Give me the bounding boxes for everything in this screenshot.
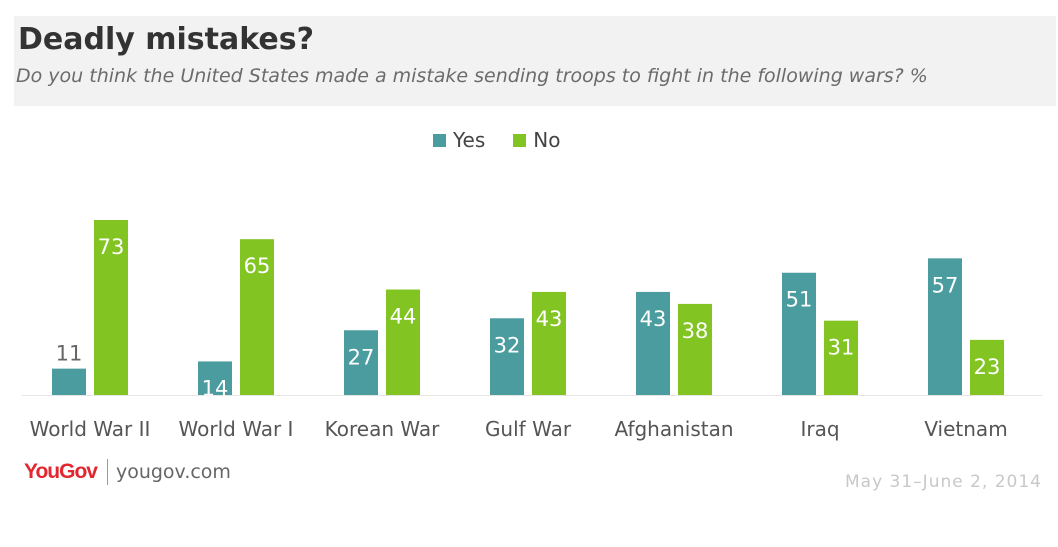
category-label-5: Iraq: [800, 417, 839, 441]
chart-subtitle: Do you think the United States made a mi…: [16, 65, 928, 87]
data-label-no-4: 38: [682, 319, 709, 343]
category-label-0: World War II: [30, 417, 151, 441]
chart-header: Deadly mistakes? Do you think the United…: [14, 16, 1056, 106]
category-label-2: Korean War: [325, 417, 440, 441]
data-label-no-3: 43: [536, 307, 563, 331]
data-label-yes-0: 11: [56, 342, 83, 366]
bar-no-0: [94, 220, 128, 395]
data-label-yes-4: 43: [640, 307, 667, 331]
legend-label-yes: Yes: [453, 128, 486, 152]
bar-yes-5: [782, 272, 816, 395]
data-label-no-0: 73: [98, 235, 125, 259]
brand: YouGov yougov.com: [24, 459, 231, 485]
bar-no-6: [970, 339, 1004, 395]
category-label-6: Vietnam: [924, 417, 1007, 441]
data-label-yes-3: 32: [494, 333, 521, 357]
legend-item-yes: Yes: [433, 128, 485, 152]
chart-title: Deadly mistakes?: [18, 22, 314, 57]
bar-no-1: [240, 239, 274, 395]
brand-url: yougov.com: [115, 461, 231, 483]
bar-no-4: [678, 303, 712, 395]
data-label-yes-5: 51: [786, 288, 813, 312]
legend-swatch-yes: [433, 133, 446, 147]
category-label-4: Afghanistan: [614, 417, 733, 441]
bar-yes-6: [928, 258, 962, 395]
brand-divider: [106, 459, 108, 485]
data-label-yes-2: 27: [348, 345, 375, 369]
yougov-logo: YouGov: [24, 460, 98, 483]
bar-yes-2: [344, 330, 378, 395]
bar-yes-0: [52, 368, 86, 395]
data-label-yes-6: 57: [932, 273, 959, 297]
data-label-no-6: 23: [974, 355, 1001, 379]
legend-label-no: No: [533, 128, 561, 152]
data-label-yes-1: 14: [202, 376, 229, 400]
bar-yes-1: [198, 361, 232, 395]
data-label-no-2: 44: [390, 305, 417, 329]
legend-swatch-no: [513, 133, 527, 147]
legend-item-no: No: [513, 128, 561, 152]
bar-yes-4: [636, 291, 670, 395]
category-label-3: Gulf War: [485, 417, 572, 441]
category-label-1: World War I: [179, 417, 294, 441]
bar-no-3: [532, 291, 566, 395]
data-label-no-1: 65: [244, 254, 271, 278]
data-label-no-5: 31: [828, 336, 855, 360]
bar-yes-3: [490, 318, 524, 395]
bar-no-5: [824, 320, 858, 395]
bar-no-2: [386, 289, 420, 395]
survey-date: May 31–June 2, 2014: [845, 472, 1042, 492]
chart-legend: Yes No: [433, 128, 561, 152]
